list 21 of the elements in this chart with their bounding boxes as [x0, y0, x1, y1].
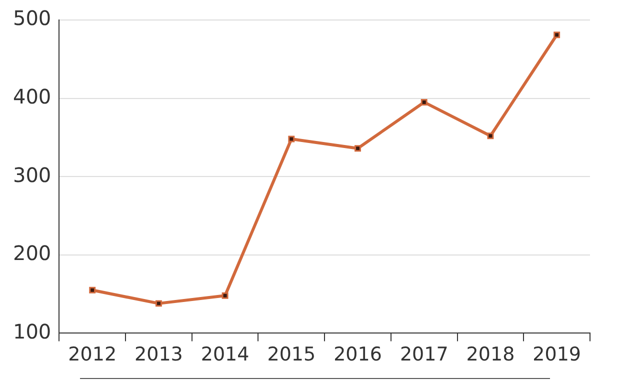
y-tick-label: 400	[12, 84, 52, 109]
point	[420, 98, 428, 106]
y-tick-label: 200	[12, 241, 52, 266]
x-tick-label: 2015	[267, 344, 316, 366]
x-tick-label: 2013	[134, 344, 183, 366]
x-tick-label: 2018	[466, 344, 515, 366]
x-tick-label: 2012	[68, 344, 117, 366]
point	[222, 292, 228, 299]
x-tick-label: 2019	[532, 344, 582, 366]
point	[89, 286, 96, 294]
y-tick-label: 500	[12, 6, 52, 30]
point	[288, 136, 295, 142]
x-tick-label: 2016	[334, 344, 382, 366]
point	[354, 145, 361, 152]
y-tick-label: 300	[12, 162, 52, 187]
point	[487, 132, 494, 140]
x-tick-label: 2017	[400, 344, 448, 366]
x-tick-label: 2014	[200, 344, 250, 366]
y-tick-label: 100	[12, 319, 52, 344]
point	[554, 32, 560, 38]
point	[155, 300, 162, 307]
